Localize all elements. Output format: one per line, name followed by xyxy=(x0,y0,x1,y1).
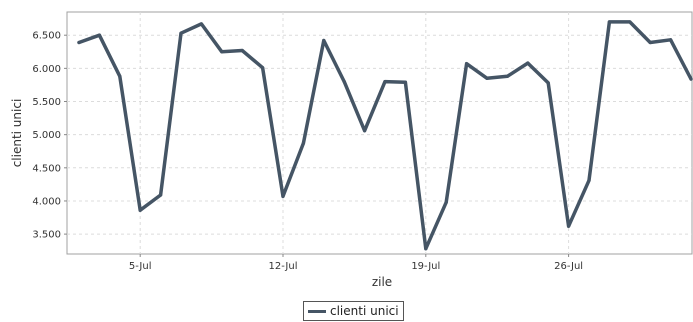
y-axis-title: clienti unici xyxy=(10,99,24,168)
legend-swatch xyxy=(308,309,326,313)
x-tick-label: 19-Jul xyxy=(411,261,440,272)
grid-lines xyxy=(67,12,692,254)
x-tick-label: 5-Jul xyxy=(129,261,152,272)
data-point xyxy=(301,141,305,145)
data-point xyxy=(546,81,550,85)
y-axis: 3.500 4.000 4.500 5.000 5.500 6.000 6.500 xyxy=(32,31,67,241)
data-point xyxy=(669,38,673,42)
data-point xyxy=(444,200,448,204)
x-axis-title: zile xyxy=(372,275,392,289)
y-tick-label: 5.000 xyxy=(32,130,61,141)
data-point xyxy=(322,38,326,43)
y-tick-label: 6.000 xyxy=(32,64,61,75)
x-tick-label: 12-Jul xyxy=(269,261,298,272)
data-point xyxy=(281,194,285,198)
y-tick-label: 4.000 xyxy=(32,196,61,207)
data-point xyxy=(220,50,224,54)
data-point xyxy=(159,193,163,197)
data-point xyxy=(567,224,571,228)
y-tick-label: 4.500 xyxy=(32,163,61,174)
series-layer xyxy=(77,20,693,251)
data-point xyxy=(118,74,122,78)
data-point xyxy=(465,62,469,66)
data-point xyxy=(587,178,591,183)
y-tick-label: 5.500 xyxy=(32,97,61,108)
x-axis: 5-Jul 12-Jul 19-Jul 26-Jul xyxy=(129,254,583,272)
plot-area xyxy=(66,11,693,255)
data-point xyxy=(424,247,428,251)
data-point xyxy=(77,40,81,45)
data-point xyxy=(240,48,244,53)
data-point xyxy=(648,40,652,45)
data-point xyxy=(526,61,530,65)
y-tick-label: 3.500 xyxy=(32,230,61,241)
data-point xyxy=(628,20,632,24)
legend: clienti unici xyxy=(303,301,404,321)
line-chart: 3.500 4.000 4.500 5.000 5.500 6.000 6.500 5-Ju… xyxy=(10,11,693,289)
data-point xyxy=(261,66,265,70)
data-point xyxy=(363,129,367,133)
data-point xyxy=(689,77,693,81)
x-tick-label: 26-Jul xyxy=(554,261,583,272)
data-point xyxy=(383,80,387,84)
data-point xyxy=(505,74,509,78)
data-point xyxy=(138,208,142,212)
data-point xyxy=(403,80,407,84)
legend-label: clienti unici xyxy=(330,304,399,318)
data-point xyxy=(607,20,612,24)
data-point xyxy=(342,80,346,84)
data-point xyxy=(97,33,101,37)
data-point xyxy=(179,31,183,35)
y-tick-label: 6.500 xyxy=(32,31,61,42)
data-point xyxy=(199,22,203,26)
data-point xyxy=(485,76,489,80)
